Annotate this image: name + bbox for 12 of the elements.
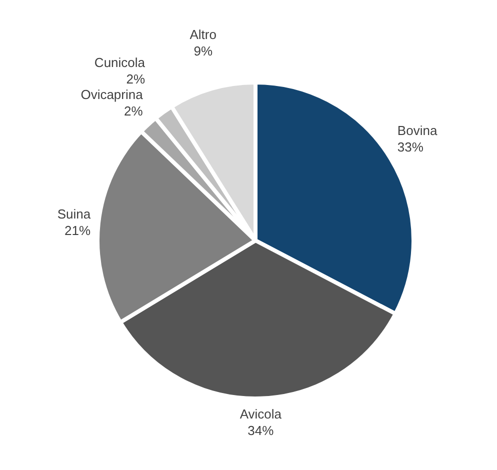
data-label: 2% — [124, 104, 144, 119]
data-label: 21% — [64, 223, 92, 238]
data-label: 34% — [248, 422, 274, 438]
data-label: 33% — [397, 140, 424, 155]
slice-label: Suina — [57, 206, 92, 222]
slice-label: Altro — [190, 26, 216, 42]
slice-label: Cunicola — [94, 54, 146, 70]
slice-label: Bovina — [397, 123, 438, 138]
data-label: 9% — [194, 43, 213, 58]
slice-label: Ovicaprina — [80, 87, 144, 102]
data-label: 2% — [126, 71, 146, 86]
slice-label: Avicola — [240, 406, 282, 422]
